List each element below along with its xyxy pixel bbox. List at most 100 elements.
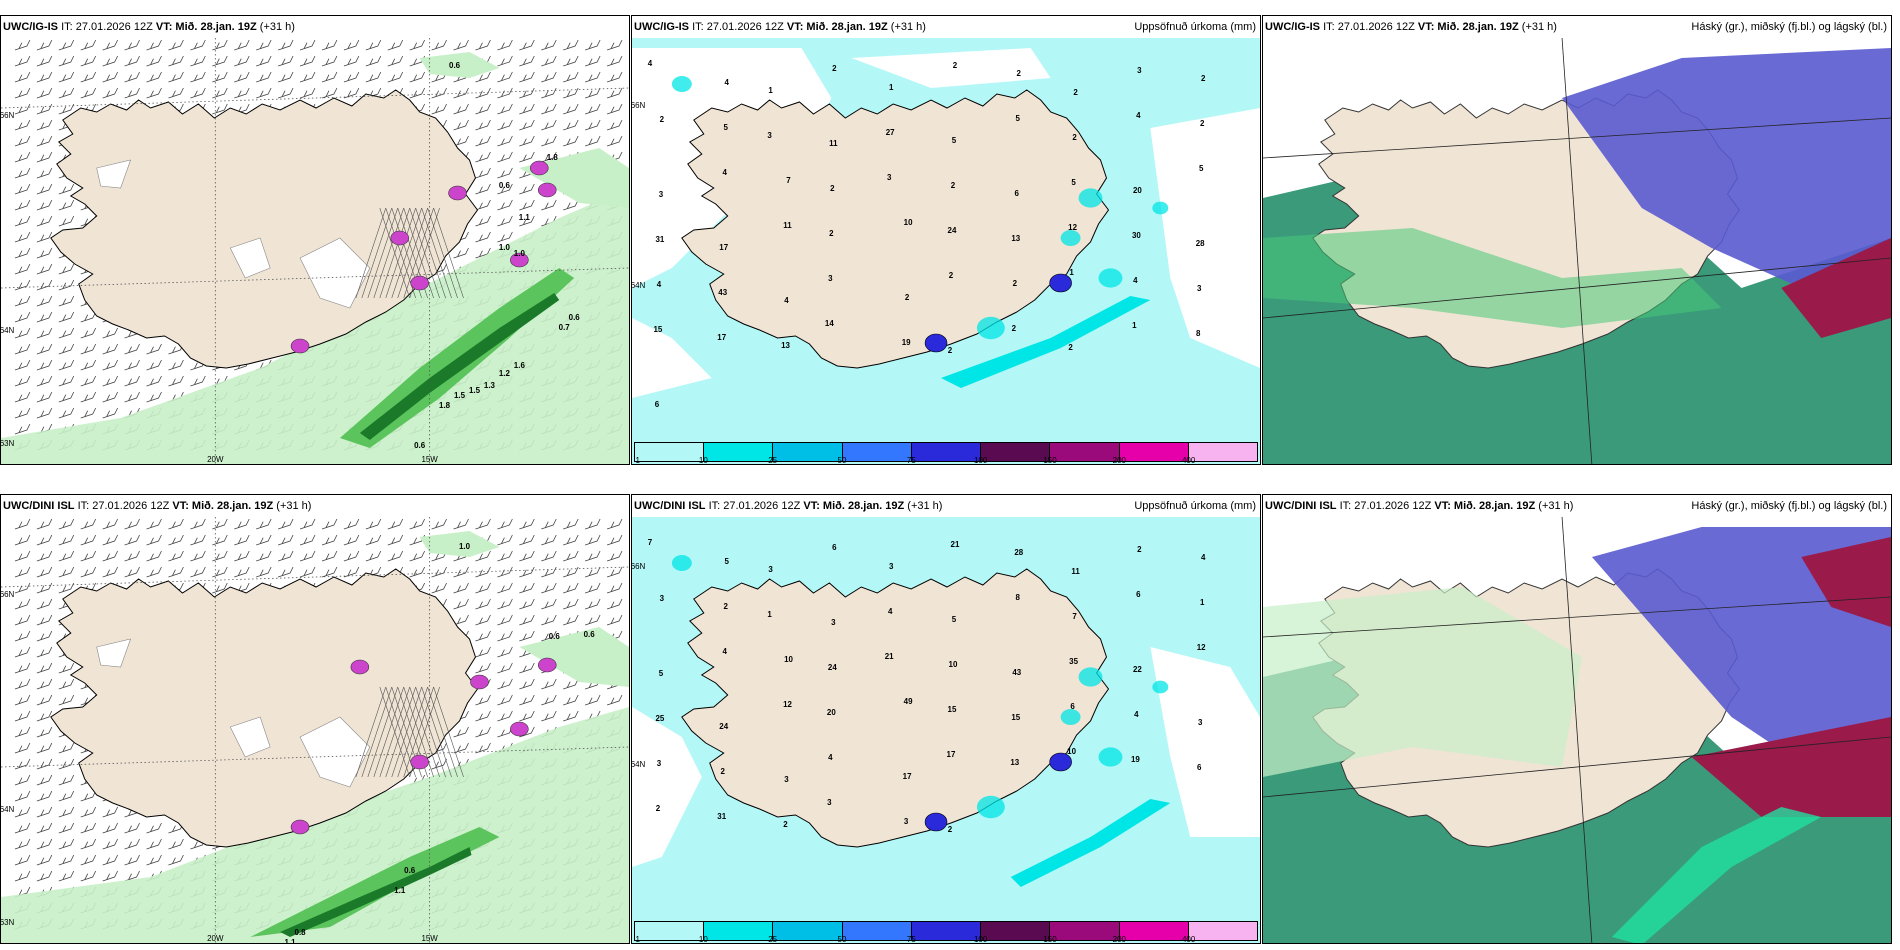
wind-barb <box>519 183 535 195</box>
wind-barb <box>14 71 31 83</box>
glacier-patch <box>299 237 371 309</box>
wind-barb <box>475 167 491 179</box>
wind-barb <box>409 71 426 83</box>
wind-barb <box>36 534 53 546</box>
hatch-line <box>409 207 440 299</box>
wind-barb <box>124 71 140 83</box>
precip-intense-cell <box>530 160 549 176</box>
wind-barb <box>277 566 294 578</box>
wind-barb <box>343 550 360 562</box>
wind-barb <box>365 71 382 83</box>
wind-barb <box>519 662 535 674</box>
precip-amount-label: 7 <box>786 176 791 185</box>
precip-amount-label: 2 <box>1017 69 1022 78</box>
lon-label-20w: 20W <box>207 934 224 943</box>
wind-barb <box>58 375 75 387</box>
precip-amount-label: 4 <box>722 168 727 177</box>
precip-cell <box>1152 680 1169 694</box>
wind-barb <box>146 534 162 546</box>
precip-amount-label: 35 <box>1069 657 1078 666</box>
precip-amount-label: 19 <box>1131 755 1140 764</box>
wind-barb <box>497 119 513 131</box>
precip-amount-label: 24 <box>719 722 728 731</box>
wind-barb <box>14 215 31 227</box>
wind-barb <box>497 167 513 179</box>
colorbar-label: 50 <box>837 456 847 465</box>
precip-amount-label: 4 <box>722 647 727 656</box>
wind-barb <box>36 662 53 674</box>
wind-barb <box>36 39 53 51</box>
wind-barb <box>168 375 184 387</box>
wind-barb <box>14 854 31 866</box>
wind-speed-label: 1.0 <box>514 249 526 258</box>
precip-amount-label: 4 <box>1201 553 1206 562</box>
wind-barb <box>36 407 53 419</box>
map-wind-top[interactable]: 0.6 1.8 0.6 1.1 1.0 1.0 0.6 0.7 1.6 1.2 1.3 1.5 1.5 1… <box>1 38 629 464</box>
wind-barb <box>409 550 426 562</box>
map-precip-top[interactable]: 4 4 1 2 1 2 2 2 3 2 2 5 3 11 27 5 5 2 4 2 3 4 7 2 3 2 6 5 20 5 31 17 11 2… <box>632 38 1260 464</box>
wind-barb <box>234 55 250 67</box>
wind-barb <box>365 534 382 546</box>
wind-barb <box>14 279 31 291</box>
wind-barb <box>585 582 601 594</box>
wind-barb <box>453 566 469 578</box>
glacier-patch <box>299 716 371 788</box>
wind-barb <box>124 518 140 530</box>
wind-barb <box>519 678 535 690</box>
precip-amount-label: 7 <box>1072 612 1077 621</box>
wind-barb <box>14 375 31 387</box>
map-precip-bottom[interactable]: 7 5 3 6 3 21 28 11 2 4 3 2 1 3 4 5 8 7 6 1 5 4 10 24 21 10 43 35 22 1… <box>632 517 1260 943</box>
wind-barb <box>14 774 31 786</box>
precip-amount-label: 31 <box>655 235 664 244</box>
wind-barb <box>365 39 382 51</box>
wind-barb <box>475 582 491 594</box>
wind-barb <box>168 550 184 562</box>
map-cloud-bottom[interactable] <box>1263 517 1891 943</box>
wind-barb <box>453 726 469 738</box>
wind-barb <box>497 598 513 610</box>
wind-barb <box>563 71 579 83</box>
wind-barb <box>14 199 31 211</box>
wind-barb <box>14 231 31 243</box>
wind-barb <box>409 566 426 578</box>
precip-amount-label: 1 <box>1069 268 1074 277</box>
hatch-line <box>355 207 387 299</box>
wind-barb <box>58 678 75 690</box>
wind-barb <box>409 87 426 99</box>
wind-barb <box>102 566 118 578</box>
wind-barb <box>146 518 162 530</box>
wind-barb <box>212 550 228 562</box>
wind-barb <box>321 566 338 578</box>
panel-cloud-bottom: UWC/DINI ISL IT: 27.01.2026 12Z VT: Mið.… <box>1262 494 1892 944</box>
colorbar-label: 400 <box>1181 935 1196 944</box>
wind-barb <box>497 630 513 642</box>
map-cloud-top[interactable] <box>1263 38 1891 464</box>
precip-cell <box>976 795 1005 819</box>
colorbar-label: 25 <box>768 456 778 465</box>
precip-amount-label: 2 <box>830 184 835 193</box>
precip-intense-cell <box>537 182 557 198</box>
precip-amount-label: 31 <box>717 812 726 821</box>
wind-barb <box>80 359 97 371</box>
wind-barb <box>519 215 535 227</box>
wind-barb <box>36 630 53 642</box>
precip-amount-label: 12 <box>1197 643 1206 652</box>
wind-barb <box>14 295 31 307</box>
wind-barb <box>36 247 53 259</box>
precip-amount-label: 24 <box>828 663 837 672</box>
wind-barb <box>146 854 162 866</box>
colorbar-label: 75 <box>906 935 916 944</box>
colorbar-labels: 1 10 25 50 75 100 150 200 400 <box>634 455 1258 465</box>
precip-amount-label: 20 <box>1133 186 1142 195</box>
map-wind-bottom[interactable]: 1.0 0.6 0.6 0.8 1.1 1.1 0.6 66N 64N 63N 20W 15W <box>1 517 629 943</box>
wind-barb <box>497 135 513 147</box>
wind-barb <box>431 39 447 51</box>
wind-barb <box>36 710 53 722</box>
wind-barb <box>124 87 140 99</box>
wind-barb <box>541 534 557 546</box>
hatch-line <box>391 686 422 778</box>
wind-barb <box>563 135 579 147</box>
wind-barb <box>606 135 623 147</box>
wind-barb <box>453 103 469 115</box>
lat-label-63n: 63N <box>1 439 15 448</box>
